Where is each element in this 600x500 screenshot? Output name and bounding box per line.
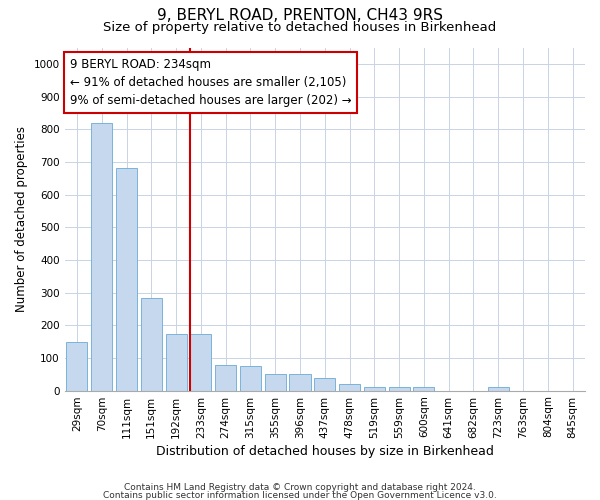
Text: Contains HM Land Registry data © Crown copyright and database right 2024.: Contains HM Land Registry data © Crown c…: [124, 484, 476, 492]
Bar: [389, 388, 410, 390]
Bar: [190, 334, 211, 390]
Bar: [166, 334, 187, 390]
Bar: [240, 366, 261, 390]
Text: Size of property relative to detached houses in Birkenhead: Size of property relative to detached ho…: [103, 21, 497, 34]
Bar: [265, 374, 286, 390]
Bar: [289, 374, 311, 390]
Text: 9, BERYL ROAD, PRENTON, CH43 9RS: 9, BERYL ROAD, PRENTON, CH43 9RS: [157, 8, 443, 22]
Bar: [488, 388, 509, 390]
Text: Contains public sector information licensed under the Open Government Licence v3: Contains public sector information licen…: [103, 490, 497, 500]
Bar: [67, 342, 88, 390]
Bar: [364, 386, 385, 390]
Y-axis label: Number of detached properties: Number of detached properties: [15, 126, 28, 312]
Text: 9 BERYL ROAD: 234sqm
← 91% of detached houses are smaller (2,105)
9% of semi-det: 9 BERYL ROAD: 234sqm ← 91% of detached h…: [70, 58, 352, 107]
Bar: [314, 378, 335, 390]
Bar: [413, 388, 434, 390]
Bar: [141, 298, 162, 390]
X-axis label: Distribution of detached houses by size in Birkenhead: Distribution of detached houses by size …: [156, 444, 494, 458]
Bar: [116, 168, 137, 390]
Bar: [215, 365, 236, 390]
Bar: [91, 122, 112, 390]
Bar: [339, 384, 360, 390]
